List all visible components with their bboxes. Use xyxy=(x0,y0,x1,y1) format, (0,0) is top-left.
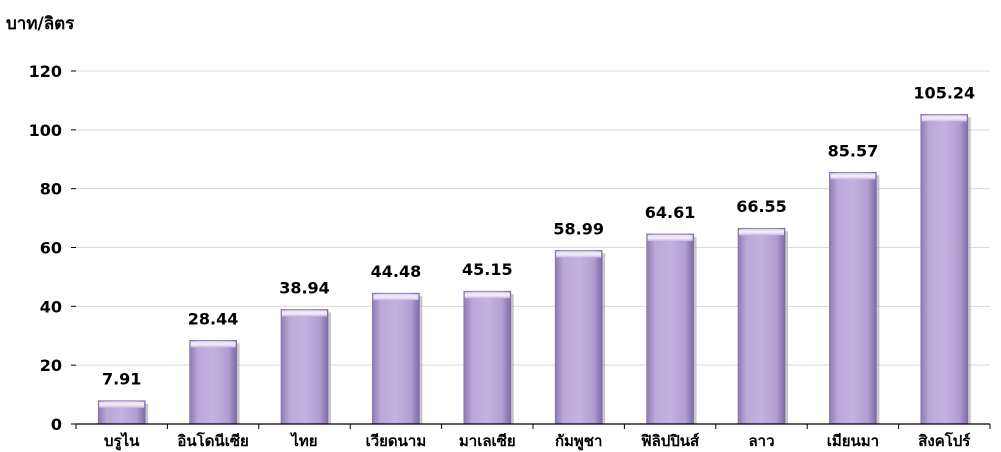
bar-value-label: 105.24 xyxy=(913,83,975,102)
bar-cap xyxy=(739,229,784,236)
bar xyxy=(829,171,877,425)
bar-cap xyxy=(282,310,327,317)
y-tick-label: 0 xyxy=(51,415,62,434)
bar-cap xyxy=(99,401,145,408)
x-tick-label: ลาว xyxy=(748,432,774,450)
bar xyxy=(463,290,512,425)
bar-value-label: 45.15 xyxy=(462,260,513,279)
x-tick-label: สิงคโปร์ xyxy=(918,431,971,450)
bar-group: 38.94 xyxy=(279,278,331,425)
x-tick-label: เวียดนาม xyxy=(366,432,427,450)
bar-group: 7.91 xyxy=(97,370,149,425)
bar-value-label: 38.94 xyxy=(279,278,330,297)
x-tick-label: ฟิลิปปินส์ xyxy=(641,432,700,450)
x-tick-label: อินโดนีเซีย xyxy=(177,431,248,450)
bar xyxy=(280,309,329,425)
bar-value-label: 66.55 xyxy=(736,197,787,216)
bar-group: 44.48 xyxy=(371,262,423,425)
y-tick-label: 100 xyxy=(29,121,62,140)
y-axis: 0 20 40 60 80 100 120 xyxy=(29,62,76,434)
bar-value-label: 7.91 xyxy=(102,370,141,389)
bar xyxy=(920,114,969,425)
bar-group: 66.55 xyxy=(736,197,788,425)
x-tick-label: กัมพูชา xyxy=(555,432,602,451)
bars: 7.91 28.44 38.94 44.48 45.15 58.99 64.61 66.55 8… xyxy=(97,83,975,425)
x-axis: บรูไน อินโดนีเซีย ไทย เวียดนาม มาเลเซีย กัมพู… xyxy=(75,423,991,451)
y-tick-label: 60 xyxy=(40,239,62,258)
bar-cap xyxy=(647,234,693,241)
bar xyxy=(646,233,694,425)
bar-group: 58.99 xyxy=(553,219,606,425)
y-tick-label: 40 xyxy=(40,297,62,316)
bar-cap xyxy=(830,173,876,180)
bar-group: 45.15 xyxy=(462,260,514,425)
y-axis-unit-label: บาท/ลิตร xyxy=(6,14,75,34)
bar-value-label: 64.61 xyxy=(645,203,696,222)
bar-value-label: 85.57 xyxy=(828,141,879,160)
bar-group: 28.44 xyxy=(188,309,240,425)
bar-group: 85.57 xyxy=(828,141,880,425)
bar xyxy=(554,250,603,425)
y-tick-label: 80 xyxy=(40,180,62,199)
bar-cap xyxy=(373,294,419,301)
bar-cap xyxy=(556,251,602,258)
x-tick-label: บรูไน xyxy=(104,431,140,451)
bar-value-label: 44.48 xyxy=(371,262,422,281)
y-tick-label: 120 xyxy=(29,62,62,81)
bar-cap xyxy=(921,115,967,122)
x-tick-label: เมียนมา xyxy=(827,432,879,450)
y-tick-label: 20 xyxy=(40,356,62,375)
bar-cap xyxy=(190,341,236,348)
bar-value-label: 58.99 xyxy=(553,219,604,238)
bar xyxy=(737,227,786,425)
bar-cap xyxy=(464,292,510,299)
bar xyxy=(189,340,237,425)
x-tick-label: ไทย xyxy=(289,431,317,450)
bar-group: 64.61 xyxy=(645,203,697,425)
x-tick-label: มาเลเซีย xyxy=(459,432,516,450)
bar-group: 105.24 xyxy=(913,83,975,425)
bar xyxy=(372,292,420,425)
bar-value-label: 28.44 xyxy=(188,309,239,328)
